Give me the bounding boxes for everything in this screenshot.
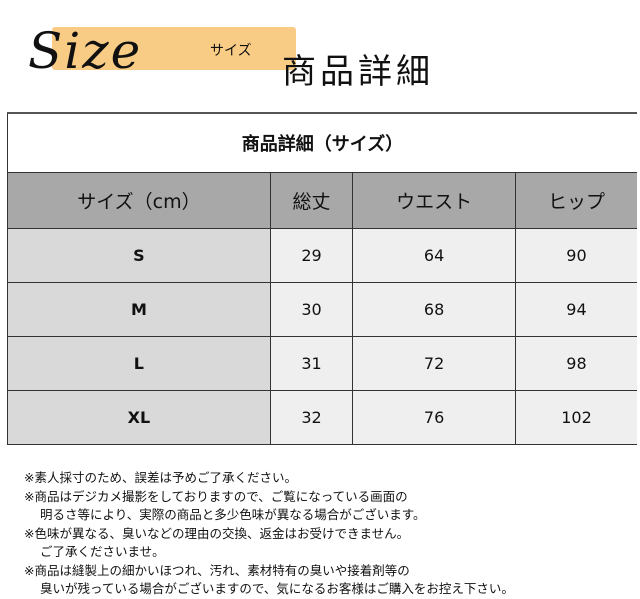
column-header: サイズ（cm） xyxy=(7,172,271,229)
column-header: 総丈 xyxy=(269,172,354,229)
table-cell: 90 xyxy=(514,228,637,283)
note-line: ※商品は縫製上の細かいほつれ、汚れ、素材特有の臭いや接着剤等の xyxy=(24,562,410,578)
table-row: S 29 64 90 xyxy=(7,228,637,283)
page-title: 商品詳細 xyxy=(282,52,434,92)
table-cell: 30 xyxy=(269,282,354,337)
table-row: M 30 68 94 xyxy=(7,282,637,337)
table-cell: L xyxy=(7,336,271,391)
table-cell: 29 xyxy=(269,228,354,283)
column-header: ウエスト xyxy=(352,172,516,229)
note-line: ※商品はデジカメ撮影をしておりますので、ご覧になっている画面の xyxy=(24,488,408,504)
note-line: 明るさ等により、実際の商品と多少色味が異なる場合がございます。 xyxy=(40,507,426,522)
table-cell: 98 xyxy=(514,336,637,391)
table-row: XL 32 76 102 xyxy=(7,390,637,445)
notes: ※素人採寸のため、誤差は予めご了承ください。 ※商品はデジカメ撮影をしております… xyxy=(24,469,514,599)
table-cell: 31 xyxy=(269,336,354,391)
header-row: サイズ（cm） 総丈 ウエスト ヒップ xyxy=(7,172,637,229)
subtitle: サイズ xyxy=(210,43,252,59)
note-line: ※色味が異なる、臭いなどの理由の交換、返金はお受けできません。 xyxy=(24,525,410,541)
table-caption: 商品詳細（サイズ） xyxy=(7,112,637,173)
table-cell: XL xyxy=(7,390,271,445)
table-cell: 68 xyxy=(352,282,516,337)
table-row: L 31 72 98 xyxy=(7,336,637,391)
table-cell: 64 xyxy=(352,228,516,283)
table-cell: S xyxy=(7,228,271,283)
title-highlight xyxy=(52,27,296,70)
table-cell: 72 xyxy=(352,336,516,391)
table-cell: 32 xyxy=(269,390,354,445)
note-line: ご了承くださいませ。 xyxy=(40,544,165,559)
table-cell: 94 xyxy=(514,282,637,337)
table-cell: M xyxy=(7,282,271,337)
note-line: 臭いが残っている場合がございますので、気になるお客様はご購入をお控え下さい。 xyxy=(40,581,514,596)
size-logo: Size xyxy=(28,22,143,80)
table-cell: 102 xyxy=(514,390,637,445)
note-line: ※素人採寸のため、誤差は予めご了承ください。 xyxy=(24,470,297,485)
table-cell: 76 xyxy=(352,390,516,445)
column-header: ヒップ xyxy=(514,172,637,229)
